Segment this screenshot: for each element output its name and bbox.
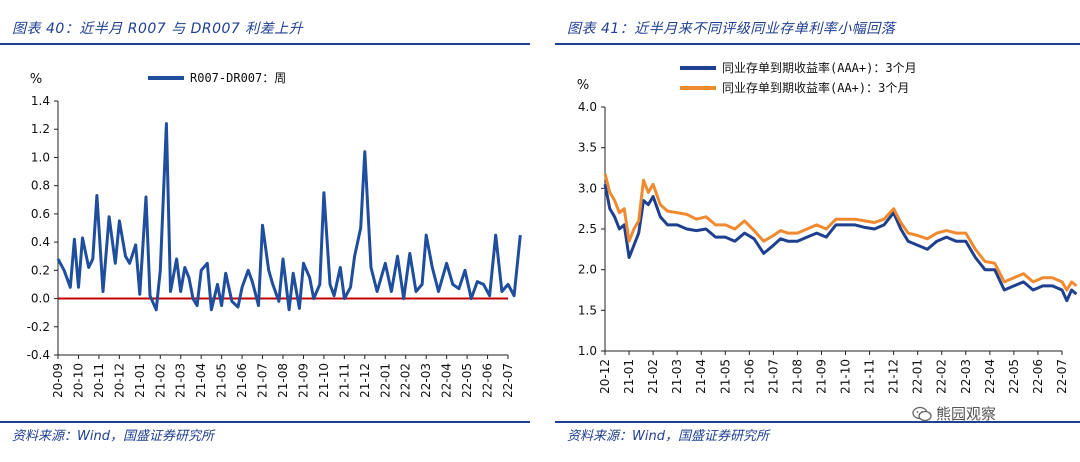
left-chart-panel: 图表 40：近半月 R007 与 DR007 利差上升 1.4 1.2 1.0 0.8… <box>0 0 530 462</box>
right-chart: 4.0 3.5 3.0 2.5 2.0 1.5 1.0% 20-12 21-01 21-02 21-… <box>577 60 1078 394</box>
right-x-tick-label: 21-04 <box>694 359 708 394</box>
right-y-tick-label: 1.0 <box>578 344 597 358</box>
right-y-tick-label: 4.0 <box>578 100 597 114</box>
watermark-text: 熊园观察 <box>936 405 997 423</box>
left-chart: 1.4 1.2 1.0 0.8 0.6 0.4 0.2 0.0 -0.2 -0.4% 20-09 20… <box>27 71 522 398</box>
left-x-tick-label: 22-01 <box>378 363 392 398</box>
left-x-tick-label: 21-10 <box>317 363 331 398</box>
right-source-rule <box>555 421 1080 423</box>
left-y-tick-label: 1.4 <box>31 94 50 108</box>
right-x-tick-label: 21-02 <box>646 359 660 394</box>
right-y-tick-label: 1.5 <box>578 303 597 317</box>
left-x-tick-label: 21-11 <box>337 363 351 398</box>
right-x-tick-label: 21-10 <box>839 359 853 394</box>
left-x-tick-label: 20-12 <box>112 363 126 398</box>
right-chart-panel: 图表 41：近半月来不同评级同业存单利率小幅回落 4.0 3.5 3.0 2.5 2.0… <box>555 0 1080 462</box>
left-x-tick-label: 21-03 <box>174 363 188 398</box>
right-x-tick-label: 22-07 <box>1055 359 1069 394</box>
left-x-tick-label: 22-07 <box>501 363 515 398</box>
left-x-tick-label: 21-05 <box>215 363 229 398</box>
left-y-tick-label: -0.2 <box>27 320 50 334</box>
right-series-line-1 <box>603 184 1078 303</box>
right-series-line-2 <box>603 173 1078 292</box>
left-source-note: 资料来源：Wind，国盛证券研究所 <box>12 429 214 444</box>
right-x-tick-label: 21-12 <box>887 359 901 394</box>
right-y-tick-label: 2.0 <box>578 263 597 277</box>
left-x-tick-label: 21-02 <box>153 363 167 398</box>
right-x-tick-label: 22-06 <box>1031 359 1045 394</box>
right-x-tick-label: 21-03 <box>670 359 684 394</box>
left-x-tick-label: 20-11 <box>92 363 106 398</box>
right-legend-label-1: 同业存单到期收益率(AAA+)：3个月 <box>722 60 917 75</box>
right-x-tick-label: 21-08 <box>790 359 804 394</box>
left-title-rule <box>0 43 530 45</box>
left-x-tick-label: 22-04 <box>440 363 454 398</box>
wechat-icon <box>912 406 932 421</box>
left-series-line-1 <box>56 122 522 312</box>
left-x-tick-label: 21-07 <box>256 363 270 398</box>
left-x-tick-label: 21-12 <box>358 363 372 398</box>
right-x-tick-label: 22-01 <box>911 359 925 394</box>
left-x-tick-label: 21-09 <box>296 363 310 398</box>
right-chart-title: 图表 41：近半月来不同评级同业存单利率小幅回落 <box>567 21 896 37</box>
left-y-tick-label: 0.6 <box>31 207 50 221</box>
left-x-tick-label: 22-02 <box>399 363 413 398</box>
right-x-tick-label: 22-04 <box>983 359 997 394</box>
left-x-tick-label: 21-08 <box>276 363 290 398</box>
right-x-tick-label: 21-06 <box>742 359 756 394</box>
right-y-unit-label: % <box>577 78 589 93</box>
left-x-tick-label: 21-01 <box>133 363 147 398</box>
right-title-rule <box>555 43 1080 45</box>
left-y-tick-label: 1.2 <box>31 122 50 136</box>
right-y-tick-label: 3.5 <box>578 141 597 155</box>
left-y-tick-label: 0.0 <box>31 292 50 306</box>
left-y-tick-label: 0.8 <box>31 179 50 193</box>
right-legend-label-2: 同业存单到期收益率(AA+)：3个月 <box>722 80 909 95</box>
right-x-tick-label: 21-09 <box>814 359 828 394</box>
left-legend-label-1: R007-DR007：周 <box>190 71 286 85</box>
left-x-tick-label: 22-03 <box>419 363 433 398</box>
left-x-tick-label: 20-10 <box>71 363 85 398</box>
right-source-note: 资料来源：Wind，国盛证券研究所 <box>567 429 769 444</box>
left-y-unit-label: % <box>30 72 42 87</box>
left-y-tick-label: 0.2 <box>31 263 50 277</box>
right-x-tick-label: 21-07 <box>766 359 780 394</box>
left-source-rule <box>0 421 530 423</box>
left-y-tick-label: 0.4 <box>31 235 50 249</box>
left-x-tick-label: 20-09 <box>51 363 65 398</box>
left-x-tick-label: 21-06 <box>235 363 249 398</box>
left-y-tick-label: -0.4 <box>27 348 50 362</box>
left-x-tick-label: 22-05 <box>460 363 474 398</box>
watermark: 熊园观察 <box>912 403 996 424</box>
left-y-tick-label: 1.0 <box>31 150 50 164</box>
right-x-tick-label: 22-03 <box>959 359 973 394</box>
left-x-tick-label: 22-06 <box>481 363 495 398</box>
right-y-tick-label: 3.0 <box>578 181 597 195</box>
right-x-tick-label: 21-11 <box>863 359 877 394</box>
left-x-tick-label: 21-04 <box>194 363 208 398</box>
right-x-tick-label: 20-12 <box>598 359 612 394</box>
right-x-tick-label: 21-05 <box>718 359 732 394</box>
right-x-tick-label: 22-02 <box>935 359 949 394</box>
right-y-tick-label: 2.5 <box>578 222 597 236</box>
left-chart-title: 图表 40：近半月 R007 与 DR007 利差上升 <box>12 21 304 37</box>
right-x-tick-label: 22-05 <box>1007 359 1021 394</box>
right-x-tick-label: 21-01 <box>622 359 636 394</box>
